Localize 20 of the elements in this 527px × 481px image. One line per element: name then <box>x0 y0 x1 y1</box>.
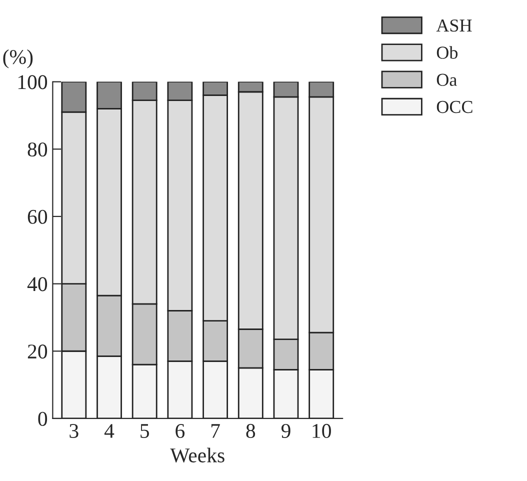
legend-label: Oa <box>436 74 457 86</box>
y-tick-label: 40 <box>27 277 48 292</box>
x-tick-label: 10 <box>312 424 331 438</box>
legend-label: OCC <box>436 100 472 114</box>
y-tick-label: 80 <box>28 142 48 157</box>
legend-label: Ob <box>436 46 458 59</box>
x-tick-label: 9 <box>281 424 290 438</box>
legend-label: ASH <box>436 20 472 32</box>
x-tick-label: 4 <box>104 424 114 438</box>
x-axis-title: Weeks <box>170 448 224 463</box>
y-axis-title: (%) <box>3 49 33 68</box>
x-tick-label: 6 <box>176 424 185 438</box>
y-tick-label: 100 <box>18 75 48 90</box>
y-tick-label: 20 <box>28 344 48 359</box>
x-tick-label: 8 <box>246 424 256 438</box>
x-tick-label: 7 <box>211 424 220 438</box>
y-tick-label: 60 <box>28 210 48 224</box>
x-tick-label: 5 <box>140 424 149 438</box>
y-tick-label: 0 <box>38 412 48 426</box>
x-tick-label: 3 <box>70 424 78 438</box>
